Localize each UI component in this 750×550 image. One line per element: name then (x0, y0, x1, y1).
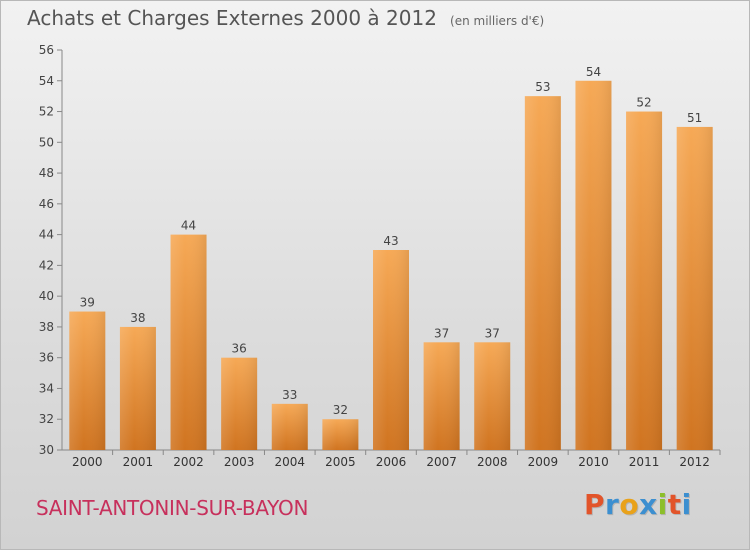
logo-letter: r (605, 488, 620, 521)
y-tick-label: 36 (39, 351, 54, 365)
logo-letter: i (681, 488, 692, 521)
y-tick-label: 38 (39, 320, 54, 334)
logo-letter: o (619, 488, 640, 521)
x-tick-label-2012: 2012 (679, 455, 710, 469)
y-tick-label: 50 (39, 135, 54, 149)
data-label-2009: 53 (535, 80, 550, 94)
place-name: SAINT-ANTONIN-SUR-BAYON (36, 496, 309, 520)
chart-title: Achats et Charges Externes 2000 à 2012 (27, 6, 437, 30)
bar-shade-2011 (626, 111, 663, 451)
data-label-2001: 38 (130, 311, 145, 325)
bar-shade-2000 (69, 311, 106, 450)
x-tick-label-2004: 2004 (274, 455, 305, 469)
data-label-2010: 54 (586, 65, 601, 79)
logo-letter: x (639, 488, 658, 521)
data-label-2005: 32 (333, 403, 348, 417)
y-tick-label: 32 (39, 412, 54, 426)
x-tick-label-2001: 2001 (123, 455, 154, 469)
y-tick-label: 40 (39, 289, 54, 303)
bar-shade-2002 (170, 234, 207, 450)
bar-shade-2009 (524, 96, 561, 451)
bar-shade-2007 (423, 342, 460, 450)
logo-letter: t (667, 488, 682, 521)
x-tick-label-2002: 2002 (173, 455, 204, 469)
data-label-2012: 51 (687, 111, 702, 125)
x-tick-label-2010: 2010 (578, 455, 609, 469)
bar-shade-2004 (271, 403, 308, 450)
x-tick-label-2005: 2005 (325, 455, 356, 469)
x-tick-label-2006: 2006 (376, 455, 407, 469)
data-label-2003: 36 (232, 342, 247, 356)
data-label-2002: 44 (181, 219, 196, 233)
logo-letter: P (584, 488, 606, 521)
y-tick-label: 34 (39, 381, 54, 395)
bar-shade-2012 (676, 126, 713, 450)
data-label-2000: 39 (80, 296, 95, 310)
chart-subtitle: (en milliers d'€) (450, 14, 545, 28)
bar-shade-2003 (221, 357, 258, 450)
x-tick-label-2011: 2011 (629, 455, 660, 469)
x-tick-label-2009: 2009 (528, 455, 559, 469)
x-tick-label-2007: 2007 (426, 455, 457, 469)
y-tick-label: 42 (39, 258, 54, 272)
bar-shade-2008 (474, 342, 511, 450)
x-tick-label-2008: 2008 (477, 455, 508, 469)
data-label-2008: 37 (485, 326, 500, 340)
chart-title-block: Achats et Charges Externes 2000 à 2012 (… (27, 6, 544, 30)
bar-shade-2010 (575, 80, 612, 451)
y-tick-label: 52 (39, 105, 54, 119)
data-label-2007: 37 (434, 326, 449, 340)
bar-shade-2005 (322, 419, 359, 450)
y-tick-label: 54 (39, 74, 54, 88)
y-tick-label: 44 (39, 228, 54, 242)
y-tick-label: 56 (39, 43, 54, 57)
data-label-2011: 52 (636, 96, 651, 110)
data-label-2006: 43 (383, 234, 398, 248)
y-tick-label: 48 (39, 166, 54, 180)
logo-letter: i (657, 488, 668, 521)
y-tick-label: 46 (39, 197, 54, 211)
data-label-2004: 33 (282, 388, 297, 402)
x-tick-label-2000: 2000 (72, 455, 103, 469)
bar-shade-2006 (373, 250, 409, 450)
bar-shade-2001 (119, 326, 156, 450)
proxiti-logo: Proxiti (584, 488, 692, 521)
y-tick-label: 30 (39, 443, 54, 457)
x-tick-label-2003: 2003 (224, 455, 255, 469)
